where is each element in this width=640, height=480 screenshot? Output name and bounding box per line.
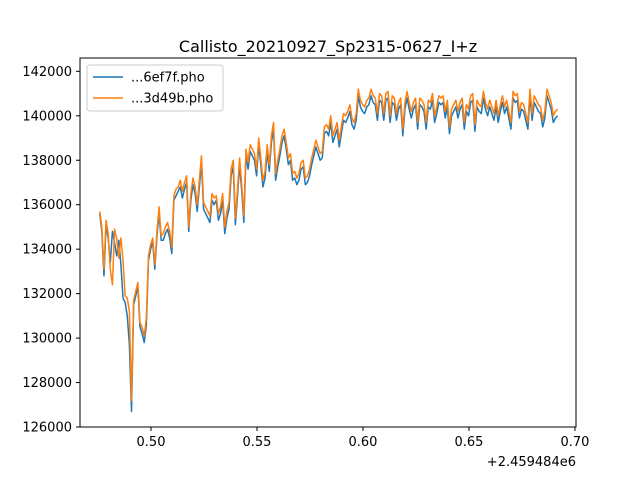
x-tick-label: 0.50: [137, 435, 166, 450]
y-tick-label: 136000: [22, 198, 72, 213]
y-tick-label: 126000: [22, 421, 72, 436]
legend-label-1: ...6ef7f.pho: [131, 71, 205, 86]
x-tick-label: 0.60: [348, 435, 377, 450]
y-tick-label: 134000: [22, 243, 72, 258]
x-tick-label: 0.55: [243, 435, 272, 450]
series-line-2: [98, 88, 559, 402]
series-layer: [98, 88, 559, 413]
x-tick-label: 0.65: [454, 435, 483, 450]
y-tick-label: 142000: [22, 65, 72, 80]
legend: ...6ef7f.pho ...3d49b.pho: [86, 64, 224, 112]
axes-layer: 0.50 0.55 0.60 0.65 0.70 126000 128000 130000 13…: [22, 57, 589, 450]
series-line-1: [98, 95, 559, 413]
x-tick-label: 0.70: [560, 435, 589, 450]
y-tick-label: 132000: [22, 287, 72, 302]
plot-area: 0.50 0.55 0.60 0.65 0.70 126000 128000 130000 13…: [22, 57, 589, 450]
y-tick-label: 140000: [22, 109, 72, 124]
x-axis-offset-label: +2.459484e6: [487, 455, 576, 470]
y-tick-label: 130000: [22, 332, 72, 347]
plot-background: [80, 58, 576, 427]
y-tick-label: 128000: [22, 376, 72, 391]
y-tick-label: 138000: [22, 154, 72, 169]
legend-label-2: ...3d49b.pho: [131, 92, 213, 107]
axes-frame: [79, 57, 577, 428]
chart-title: Callisto_20210927_Sp2315-0627_I+z: [179, 37, 477, 57]
